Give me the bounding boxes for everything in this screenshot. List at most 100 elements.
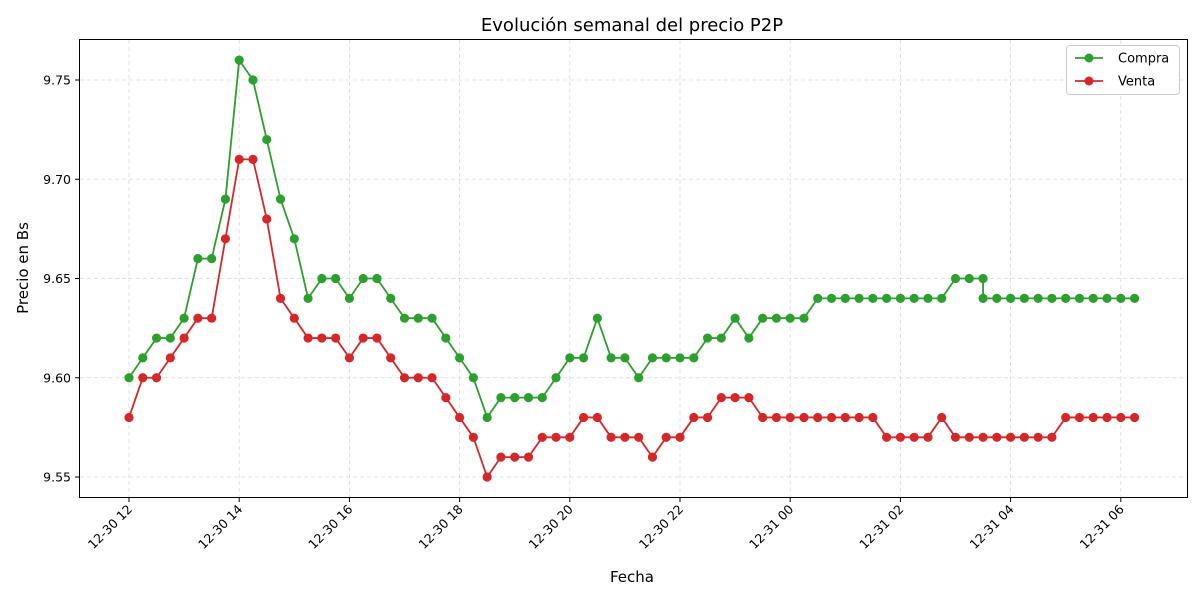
venta-data-point	[1088, 412, 1098, 423]
venta-data-point	[702, 412, 713, 423]
compra-data-point	[551, 373, 561, 383]
compra-data-point	[785, 313, 795, 323]
compra-data-point	[386, 293, 396, 303]
venta-data-point	[675, 432, 685, 442]
venta-data-point	[193, 313, 203, 323]
venta-data-point	[744, 393, 754, 403]
compra-data-point	[399, 313, 410, 323]
venta-data-point	[441, 393, 451, 403]
compra-data-point	[1006, 293, 1016, 303]
venta-data-point	[386, 353, 396, 363]
venta-data-point	[1006, 432, 1016, 442]
compra-data-point	[964, 273, 974, 284]
compra-data-point	[151, 333, 162, 343]
compra-data-point	[689, 353, 699, 363]
venta-data-point	[220, 234, 231, 244]
compra-data-point	[1019, 293, 1029, 303]
compra-data-point	[882, 293, 892, 303]
venta-data-point	[620, 432, 630, 442]
compra-data-point	[758, 313, 768, 323]
venta-data-point	[978, 432, 988, 442]
venta-data-point	[689, 412, 699, 423]
y-tick-label: 9.70	[43, 172, 71, 187]
compra-data-point	[165, 333, 175, 343]
legend-label-compra: Compra	[1118, 52, 1169, 67]
venta-data-point	[882, 432, 892, 442]
venta-data-point	[909, 432, 919, 442]
venta-data-point	[565, 432, 575, 442]
compra-data-point	[592, 313, 602, 323]
venta-data-point	[523, 452, 534, 462]
compra-data-point	[826, 293, 837, 303]
y-axis-ticks: 9.55 9.60 9.65 9.70 9.75	[43, 73, 80, 485]
compra-data-point	[909, 293, 919, 303]
compra-data-point	[1116, 293, 1126, 303]
compra-data-point	[578, 353, 589, 363]
venta-data-point	[248, 154, 258, 164]
venta-data-point	[840, 412, 850, 423]
venta-data-point	[496, 452, 506, 462]
compra-data-point	[358, 273, 368, 284]
venta-data-point	[482, 472, 492, 482]
venta-data-point	[179, 333, 189, 343]
compra-data-point	[895, 293, 906, 303]
venta-data-point	[1047, 432, 1057, 442]
venta-data-point	[592, 412, 602, 423]
venta-data-point	[537, 432, 547, 442]
venta-data-point	[317, 333, 327, 343]
legend: Compra Venta	[1066, 45, 1180, 95]
series-compra	[124, 55, 1140, 423]
compra-data-point	[317, 273, 327, 284]
venta-data-point	[1019, 432, 1029, 442]
venta-data-point	[427, 373, 437, 383]
venta-data-point	[826, 412, 837, 423]
venta-data-point	[950, 432, 961, 442]
venta-data-point	[634, 432, 644, 442]
venta-data-point	[413, 373, 423, 383]
compra-data-point	[482, 412, 492, 423]
venta-data-point	[344, 353, 354, 363]
venta-data-point	[234, 154, 244, 164]
compra-data-point	[771, 313, 782, 323]
compra-data-point	[1074, 293, 1085, 303]
venta-data-point	[151, 373, 162, 383]
venta-data-point	[1102, 412, 1112, 423]
venta-data-point	[771, 412, 782, 423]
venta-data-point	[730, 393, 740, 403]
chart-title: Evolución semanal del precio P2P	[481, 15, 783, 36]
compra-data-point	[455, 353, 465, 363]
compra-data-point	[923, 293, 933, 303]
compra-data-point	[634, 373, 644, 383]
compra-data-point	[248, 75, 258, 85]
venta-data-point	[758, 412, 768, 423]
legend-item-compra: Compra	[1075, 52, 1169, 67]
compra-marker-icon	[1084, 53, 1094, 63]
venta-data-point	[606, 432, 616, 442]
venta-data-point	[854, 412, 864, 423]
venta-data-point	[964, 432, 974, 442]
venta-data-point	[992, 432, 1002, 442]
compra-data-point	[234, 55, 244, 65]
compra-data-point	[1061, 293, 1071, 303]
x-axis-label: Fecha	[610, 568, 654, 586]
compra-data-point	[1129, 293, 1140, 303]
venta-data-point	[1033, 432, 1043, 442]
compra-data-point	[675, 353, 685, 363]
venta-data-point	[138, 373, 148, 383]
compra-data-point	[647, 353, 658, 363]
compra-data-point	[950, 273, 961, 284]
compra-data-point	[441, 333, 451, 343]
compra-data-point	[523, 393, 534, 403]
compra-data-point	[179, 313, 189, 323]
compra-data-point	[992, 293, 1002, 303]
venta-data-point	[937, 412, 947, 423]
venta-data-point	[799, 412, 809, 423]
y-tick-label: 9.65	[43, 271, 71, 286]
venta-data-point	[510, 452, 520, 462]
compra-data-point	[799, 313, 809, 323]
compra-data-point	[702, 333, 713, 343]
compra-data-point	[344, 293, 354, 303]
compra-data-point	[730, 313, 740, 323]
compra-data-point	[207, 254, 217, 264]
